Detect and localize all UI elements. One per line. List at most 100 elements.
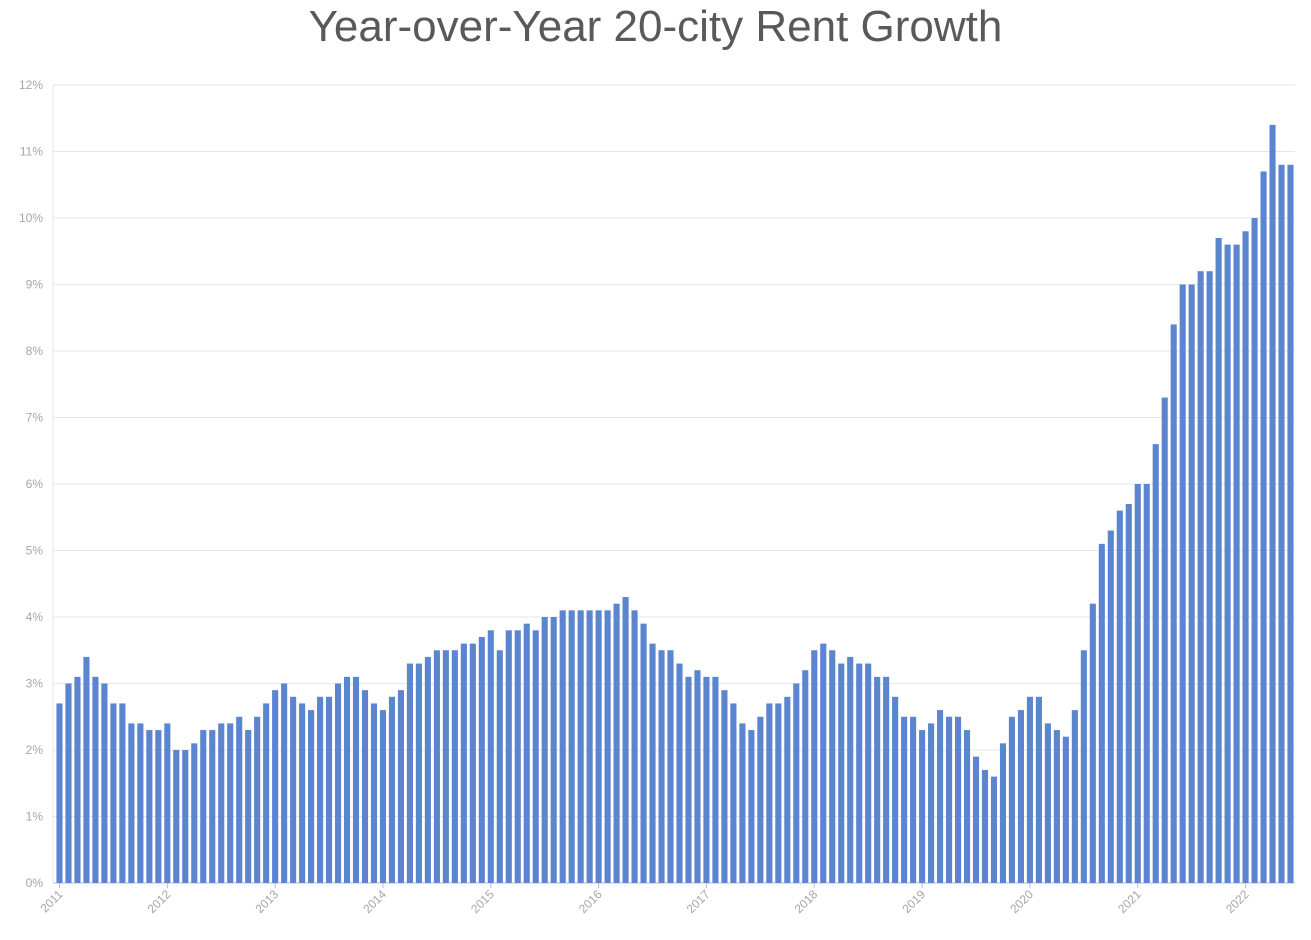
bar: [793, 683, 800, 883]
bar: [667, 650, 674, 883]
bar: [406, 663, 413, 883]
bar: [110, 703, 117, 883]
bar: [703, 676, 710, 883]
bar: [649, 643, 656, 883]
bar: [397, 690, 404, 883]
y-tick-label: 6%: [26, 477, 44, 491]
x-tick-label: 2014: [360, 887, 389, 916]
bar: [505, 630, 512, 883]
bar: [604, 610, 611, 883]
bar: [352, 676, 360, 883]
bar: [730, 703, 737, 883]
bar: [946, 716, 953, 883]
bar: [919, 730, 926, 883]
bar: [829, 650, 836, 883]
x-tick-label: 2016: [576, 887, 605, 916]
bar: [83, 656, 90, 883]
bar: [811, 650, 818, 883]
bar: [892, 696, 899, 883]
x-tick-label: 2011: [37, 887, 65, 915]
bar: [343, 676, 351, 883]
x-axis: 2011 2012 2013 2014 2015 2016 2017 2018 2019 2020…: [37, 883, 1252, 916]
bar: [317, 696, 324, 883]
bar: [1008, 716, 1016, 883]
bar: [937, 710, 944, 883]
bar: [1170, 324, 1177, 883]
bar: [559, 610, 566, 883]
bar: [1107, 530, 1114, 883]
bar: [631, 610, 638, 883]
bar: [236, 716, 243, 883]
bar: [865, 663, 872, 883]
bar: [469, 643, 476, 883]
bar: [209, 730, 216, 883]
bar: [173, 750, 180, 883]
y-tick-label: 1%: [26, 810, 44, 824]
bar: [999, 743, 1007, 883]
bar: [523, 623, 530, 883]
bar: [1134, 484, 1141, 883]
bar: [379, 710, 387, 883]
x-tick-label: 2022: [1223, 887, 1252, 916]
bar: [146, 730, 153, 883]
bar: [981, 769, 989, 883]
bar: [272, 690, 279, 883]
bar: [191, 743, 198, 883]
bar: [1278, 164, 1285, 884]
bar: [1260, 171, 1267, 883]
x-tick-label: 2019: [899, 887, 928, 916]
bar: [227, 723, 234, 883]
bar: [595, 610, 602, 883]
bar: [586, 610, 593, 883]
bar: [433, 650, 440, 883]
y-tick-label: 10%: [19, 211, 43, 225]
bar: [963, 730, 971, 883]
bar: [200, 730, 207, 883]
bar: [766, 703, 773, 883]
bar: [1188, 284, 1195, 883]
y-tick-label: 4%: [26, 610, 44, 624]
bar: [361, 690, 369, 883]
bar: [496, 650, 503, 883]
bar: [514, 630, 521, 883]
bar: [1269, 124, 1276, 883]
bar: [1215, 237, 1222, 883]
x-tick-label: 2012: [145, 887, 174, 916]
bar: [676, 663, 683, 883]
bar: [748, 730, 755, 883]
bar: [712, 676, 719, 883]
bar: [928, 723, 935, 883]
bar: [739, 723, 746, 883]
bar: [874, 676, 881, 883]
bar: [281, 683, 288, 883]
y-tick-label: 9%: [26, 278, 44, 292]
bar: [460, 643, 467, 883]
bar: [990, 776, 998, 883]
bar: [245, 730, 252, 883]
bar: [65, 683, 72, 883]
y-tick-label: 8%: [26, 344, 44, 358]
bar: [218, 723, 225, 883]
bar: [532, 630, 539, 883]
bar: [487, 630, 494, 883]
bar: [1287, 164, 1294, 884]
bar: [1026, 696, 1033, 883]
bar: [883, 676, 890, 883]
bar: [424, 656, 431, 883]
bar: [101, 683, 108, 883]
bar: [1098, 543, 1105, 883]
bar: [326, 696, 333, 883]
bar: [640, 623, 647, 883]
bar: [802, 670, 809, 883]
bar: [568, 610, 575, 883]
bar: [74, 676, 81, 883]
x-tick-label: 2017: [684, 887, 713, 916]
x-tick-label: 2021: [1115, 887, 1144, 916]
bar: [1053, 730, 1060, 883]
bar: [254, 716, 261, 883]
y-tick-label: 5%: [26, 544, 44, 558]
x-tick-label: 2013: [252, 887, 281, 916]
bar: [415, 663, 422, 883]
